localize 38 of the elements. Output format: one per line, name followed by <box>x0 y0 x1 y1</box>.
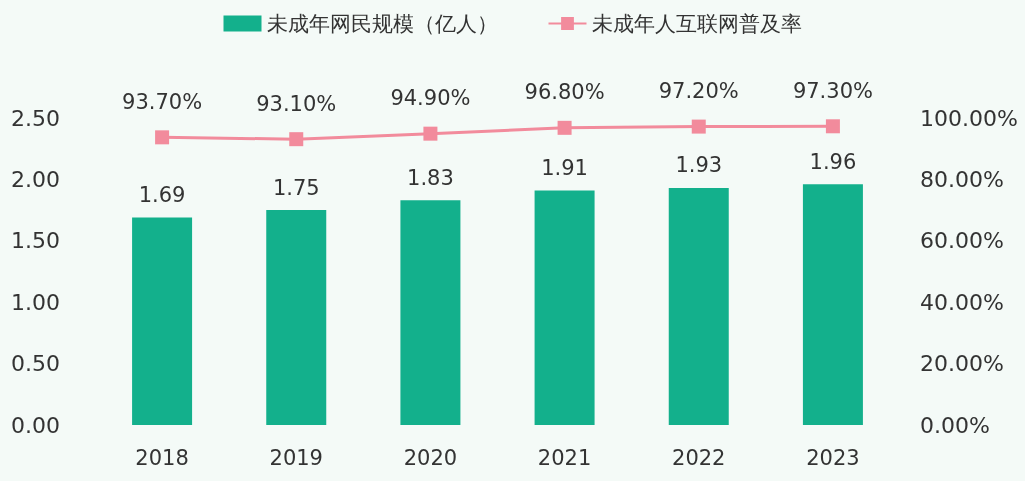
legend-label: 未成年人互联网普及率 <box>591 11 802 36</box>
y2-tick-label: 60.00% <box>920 228 1004 254</box>
bar <box>534 190 595 425</box>
data-label: 1.75 <box>272 175 320 200</box>
y-tick-label: 1.00 <box>11 289 60 315</box>
data-label: 96.80% <box>524 80 605 105</box>
y2-tick-label: 40.00% <box>920 289 1004 315</box>
data-label: 97.30% <box>792 78 873 103</box>
x-tick-label: 2023 <box>806 445 860 470</box>
y2-tick-label: 20.00% <box>920 351 1004 377</box>
data-label: 93.10% <box>256 91 337 116</box>
data-label: 1.83 <box>407 165 454 190</box>
x-tick-label: 2022 <box>672 445 726 470</box>
data-label: 1.96 <box>809 149 857 174</box>
x-tick-label: 2020 <box>403 445 458 470</box>
y-tick-label: 2.50 <box>11 105 60 131</box>
y-tick-label: 0.00 <box>11 412 60 438</box>
data-label: 1.91 <box>541 155 588 180</box>
data-label: 1.93 <box>675 153 723 178</box>
data-label: 94.90% <box>390 86 471 111</box>
y2-tick-label: 0.00% <box>920 412 990 438</box>
bar <box>668 188 729 425</box>
y2-tick-label: 80.00% <box>920 166 1004 192</box>
y-tick-label: 1.50 <box>11 228 60 254</box>
data-label: 97.20% <box>658 79 739 104</box>
bar <box>266 210 327 425</box>
x-tick-label: 2018 <box>135 445 189 470</box>
x-tick-label: 2021 <box>537 445 592 470</box>
bar <box>132 217 193 425</box>
data-label: 93.70% <box>122 89 203 114</box>
data-label: 1.69 <box>138 182 186 207</box>
legend-label: 未成年网民规模（亿人） <box>266 11 498 36</box>
bar <box>400 200 461 425</box>
y-tick-label: 0.50 <box>11 351 60 377</box>
bar <box>802 184 863 425</box>
y-tick-label: 2.00 <box>11 166 60 192</box>
y2-tick-label: 100.00% <box>920 105 1018 131</box>
x-tick-label: 2019 <box>269 445 323 470</box>
